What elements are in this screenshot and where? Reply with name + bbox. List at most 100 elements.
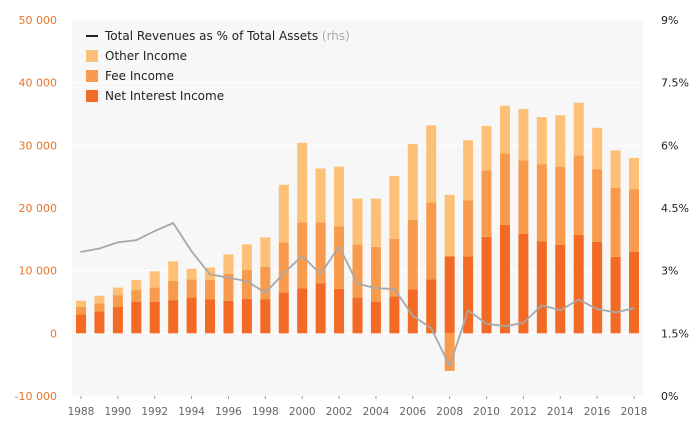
line-point-1993: [172, 222, 175, 224]
bar-net-interest-income-2016: [592, 241, 603, 334]
right-tick-label: 1.5%: [661, 327, 689, 340]
bar-net-interest-income-2001: [315, 283, 326, 334]
x-tick-label: 2008: [436, 406, 463, 418]
bar-net-interest-income-2003: [352, 297, 363, 334]
bar-fee-income-2001: [315, 222, 326, 284]
bar-other-income-2007: [426, 125, 437, 203]
line-point-2015: [577, 298, 580, 301]
x-tick-label: 1990: [104, 406, 131, 418]
bar-fee-income-2012: [518, 160, 529, 234]
left-tick-label: 30 000: [19, 139, 58, 152]
x-tick-label: 2000: [289, 406, 316, 418]
line-point-1997: [246, 280, 248, 283]
bar-net-interest-income-1992: [149, 302, 160, 334]
right-tick-label: 6%: [661, 139, 678, 152]
left-tick-label: -10 000: [15, 390, 57, 403]
bar-fee-income-1990: [112, 295, 123, 308]
legend-box-swatch: [86, 70, 98, 82]
line-point-1992: [153, 230, 156, 232]
right-tick-label: 3%: [661, 265, 678, 278]
x-tick-label: 2002: [326, 406, 353, 418]
x-tick-label: 1998: [252, 406, 279, 418]
bar-other-income-2010: [481, 125, 492, 171]
bar-fee-income-2005: [389, 238, 400, 297]
line-point-2002: [338, 245, 340, 248]
bar-fee-income-2002: [334, 226, 345, 289]
bar-other-income-2009: [463, 140, 474, 201]
bar-fee-income-2013: [536, 164, 547, 242]
left-tick-label: 40 000: [19, 77, 58, 90]
bar-other-income-2004: [370, 198, 381, 247]
bar-net-interest-income-2004: [370, 302, 381, 334]
bar-fee-income-1996: [223, 273, 234, 301]
legend: Total Revenues as % of Total Assets (rhs…: [86, 29, 350, 103]
x-tick-label: 2014: [547, 406, 574, 418]
line-point-2016: [596, 308, 599, 311]
line-point-1990: [116, 241, 119, 244]
line-point-2001: [319, 273, 322, 275]
bar-net-interest-income-1996: [223, 300, 234, 334]
line-point-1995: [209, 273, 211, 276]
bar-fee-income-2014: [555, 166, 566, 245]
line-point-2014: [559, 309, 562, 312]
bar-fee-income-2010: [481, 170, 492, 237]
x-tick-label: 1994: [178, 406, 205, 418]
bar-other-income-1992: [149, 271, 160, 288]
legend-box-swatch: [86, 90, 98, 102]
bar-net-interest-income-1999: [278, 292, 289, 334]
bar-net-interest-income-1988: [76, 314, 86, 334]
x-tick-label: 2006: [399, 406, 426, 418]
bar-other-income-1999: [278, 184, 289, 243]
bars: [76, 102, 639, 371]
bar-net-interest-income-1994: [186, 297, 197, 334]
bar-other-income-2006: [407, 144, 418, 220]
x-tick-label: 1988: [68, 406, 95, 418]
bar-other-income-2013: [536, 117, 547, 165]
bar-net-interest-income-2000: [297, 288, 308, 334]
legend-label: Net Interest Income: [105, 89, 224, 103]
x-tick-label: 2004: [363, 406, 390, 418]
bar-net-interest-income-2018: [629, 251, 639, 334]
bar-other-income-2002: [334, 166, 345, 227]
bar-fee-income-2009: [463, 200, 474, 257]
bar-fee-income-2017: [610, 187, 621, 257]
bar-net-interest-income-1998: [260, 299, 271, 334]
bar-fee-income-2007: [426, 202, 437, 280]
line-point-2018: [633, 307, 635, 310]
line-point-2008: [448, 365, 451, 367]
bar-net-interest-income-1990: [112, 307, 123, 334]
legend-label: Total Revenues as % of Total Assets (rhs…: [104, 29, 350, 43]
legend-label-suffix: (rhs): [318, 29, 350, 43]
x-tick-label: 2012: [510, 406, 537, 418]
line-point-2010: [485, 322, 488, 325]
bar-other-income-2018: [629, 157, 639, 190]
bar-net-interest-income-2017: [610, 256, 621, 334]
bar-net-interest-income-2008: [444, 256, 455, 334]
bar-net-interest-income-1995: [205, 299, 216, 334]
x-tick-label: 1992: [141, 406, 168, 418]
bar-net-interest-income-2009: [463, 256, 474, 334]
bar-net-interest-income-2015: [573, 234, 584, 334]
line-point-1988: [80, 250, 82, 253]
right-tick-label: 9%: [661, 14, 678, 27]
bar-fee-income-1997: [241, 270, 252, 299]
bar-other-income-1998: [260, 237, 271, 267]
line-point-2005: [393, 288, 396, 290]
left-tick-label: 10 000: [19, 265, 58, 278]
left-axis: -10 000 0 10 000 20 000 30 000 40 000 50 000: [15, 14, 57, 403]
bar-fee-income-2008: [444, 333, 455, 371]
left-tick-label: 0: [50, 327, 57, 340]
right-tick-label: 4.5%: [661, 202, 689, 215]
right-tick-label: 0%: [661, 390, 678, 403]
legend-label: Fee Income: [105, 69, 174, 83]
bar-other-income-1993: [168, 261, 179, 281]
bar-fee-income-1989: [94, 303, 105, 312]
x-tick-label: 1996: [215, 406, 242, 418]
bar-fee-income-1994: [186, 279, 197, 298]
bar-fee-income-2006: [407, 219, 418, 290]
bar-net-interest-income-2002: [334, 288, 345, 334]
bar-other-income-2003: [352, 198, 363, 245]
line-point-2011: [504, 325, 506, 328]
bar-other-income-2015: [573, 102, 584, 156]
line-point-1994: [190, 250, 193, 253]
